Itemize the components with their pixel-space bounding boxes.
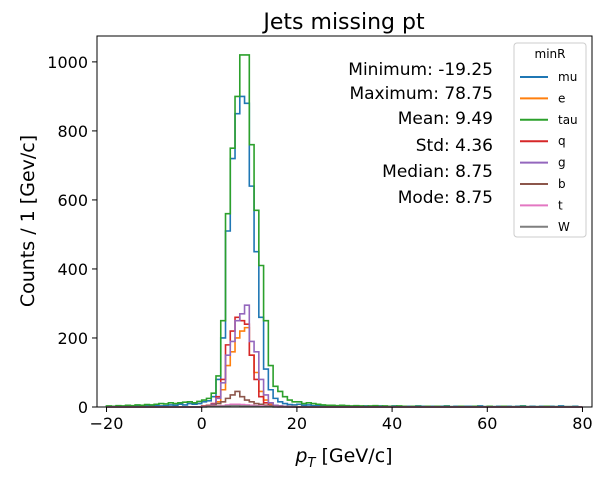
legend-label-g: g <box>558 156 566 170</box>
series-q-step <box>106 316 583 408</box>
x-axis-label-rest: [GeV/c] <box>315 445 392 467</box>
y-axis: 0 200 400 600 800 1000 <box>47 53 97 417</box>
x-tick-label-0: −20 <box>90 414 124 433</box>
x-tick-label-1: 0 <box>197 414 207 433</box>
y-tick-label-1: 200 <box>57 329 88 348</box>
legend-label-mu: mu <box>558 70 577 84</box>
series-layer <box>105 54 583 408</box>
stat-median: Median: 8.75 <box>382 162 493 182</box>
y-tick-label-4: 800 <box>57 122 88 141</box>
y-tick-label-3: 600 <box>57 191 88 210</box>
x-axis: −20 0 20 40 60 80 <box>90 407 593 433</box>
series-e-step <box>106 326 583 408</box>
chart-title: Jets missing pt <box>261 10 425 35</box>
stat-mean: Mean: 9.49 <box>398 109 493 129</box>
series-tau-step <box>105 54 583 408</box>
x-axis-label: pT [GeV/c] <box>294 445 392 471</box>
y-axis-label: Counts / 1 [Gev/c] <box>17 135 39 307</box>
legend-title: minR <box>535 47 566 61</box>
series-mu-step <box>105 95 583 408</box>
legend-label-W: W <box>558 220 570 234</box>
legend-label-t: t <box>558 198 563 212</box>
legend-label-tau: tau <box>558 113 578 127</box>
legend-box <box>513 42 587 238</box>
legend-label-e: e <box>558 91 565 105</box>
x-tick-label-3: 40 <box>382 414 402 433</box>
y-tick-label-5: 1000 <box>47 53 88 72</box>
y-tick-label-2: 400 <box>57 260 88 279</box>
stat-std: Std: 4.36 <box>416 136 493 156</box>
legend-label-b: b <box>558 177 566 191</box>
stat-maximum: Maximum: 78.75 <box>349 84 493 104</box>
x-tick-label-5: 80 <box>572 414 592 433</box>
stat-minimum: Minimum: -19.25 <box>348 60 493 80</box>
y-tick-label-0: 0 <box>78 398 88 417</box>
x-axis-label-main: p <box>294 445 307 467</box>
x-tick-label-4: 60 <box>477 414 497 433</box>
x-axis-label-sub: T <box>307 456 316 471</box>
x-tick-label-2: 20 <box>287 414 307 433</box>
stat-mode: Mode: 8.75 <box>398 188 493 208</box>
series-g-step <box>106 304 583 408</box>
legend-label-q: q <box>558 134 566 148</box>
plot-frame <box>96 35 593 408</box>
statistics-box: Minimum: -19.25 Maximum: 78.75 Mean: 9.4… <box>348 60 493 208</box>
